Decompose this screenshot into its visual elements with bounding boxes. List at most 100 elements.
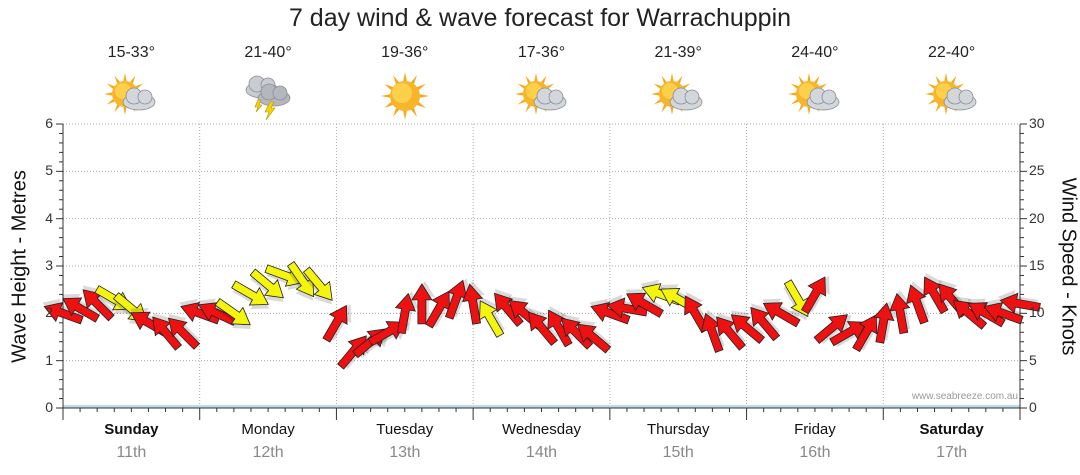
wind-arrow — [394, 291, 419, 335]
wind-arrow — [625, 289, 664, 318]
day-temperature: 21-40° — [244, 44, 292, 61]
wind-arrow-shape — [889, 292, 911, 335]
thunderstorm-icon — [245, 75, 291, 121]
wind-arrow-shape — [528, 311, 558, 346]
day-temperature: 15-33° — [107, 44, 155, 61]
wind-arrow — [167, 313, 201, 350]
wind-arrow — [444, 278, 471, 320]
day-temperature: 19-36° — [381, 44, 429, 61]
wind-arrow-shape — [394, 292, 416, 335]
day-name: Friday — [794, 421, 836, 438]
wind-arrow-shape — [576, 323, 612, 354]
y-tick-left: 1 — [45, 351, 53, 368]
y-tick-left: 2 — [45, 304, 53, 321]
wind-arrow-shape — [829, 321, 868, 347]
wind-arrow — [322, 304, 352, 343]
wind-arrow — [302, 266, 333, 305]
wind-arrow-shape — [493, 292, 524, 328]
y-tick-right: 5 — [1029, 351, 1037, 368]
y-tick-right: 30 — [1029, 115, 1045, 131]
wind-arrow-shape — [547, 309, 573, 348]
wind-arrow-shape — [302, 266, 333, 301]
wind-arrow-shape — [906, 284, 929, 325]
wind-arrow-shape — [800, 276, 827, 315]
wind-arrow-shape — [152, 316, 183, 351]
wind-arrow — [750, 303, 781, 342]
wind-arrow-shape — [561, 317, 594, 350]
wind-arrow-shape — [444, 279, 468, 320]
day-date: 17th — [936, 444, 968, 461]
wind-arrow-shape — [411, 283, 433, 325]
wind-arrow-shape — [852, 314, 878, 353]
wind-arrow-shape — [716, 316, 746, 351]
wind-arrow — [800, 275, 830, 315]
day-temperature: 24-40° — [791, 44, 839, 61]
wind-arrow-shape — [43, 302, 84, 325]
y-tick-left: 0 — [45, 399, 53, 415]
wind-arrow-shape — [590, 302, 631, 325]
day-temperature: 21-39° — [654, 44, 702, 61]
day-date: 13th — [389, 444, 421, 461]
wind-arrow-shape — [231, 280, 269, 306]
wind-arrow — [997, 289, 1041, 314]
day-date: 16th — [799, 444, 831, 461]
wind-arrow-shape — [730, 314, 766, 345]
wind-arrow — [479, 296, 505, 338]
day-date: 15th — [662, 444, 694, 461]
y-axis-right-title: Wind Speed - Knots — [1057, 177, 1080, 356]
wind-arrow — [61, 293, 100, 323]
wind-arrow-shape — [322, 304, 348, 343]
wave-height-area — [63, 405, 1020, 408]
y-tick-left: 5 — [45, 162, 53, 179]
wind-arrow — [249, 268, 284, 303]
wind-arrow-shape — [983, 302, 1024, 325]
y-tick-right: 10 — [1029, 304, 1045, 321]
partly-cloudy-icon — [104, 73, 156, 115]
wind-arrow — [231, 280, 270, 310]
wind-arrow — [424, 290, 454, 329]
wind-arrow — [852, 313, 881, 353]
wind-arrow-shape — [62, 297, 100, 323]
credit-text: www.seabreeze.com.au — [911, 391, 1018, 402]
wind-arrow — [813, 314, 852, 345]
day-temperature: 22-40° — [927, 44, 976, 61]
wind-arrow-shape — [249, 268, 284, 299]
y-axis-left-title: Wave Height - Metres — [8, 170, 31, 363]
y-tick-right: 15 — [1029, 257, 1045, 273]
day-temperature: 17-36° — [517, 44, 566, 61]
day-date: 11th — [116, 444, 147, 461]
day-name: Wednesday — [502, 421, 581, 438]
wind-arrow-shape — [923, 276, 949, 315]
wind-arrow — [730, 310, 766, 345]
wind-arrow-shape — [214, 298, 251, 326]
y-tick-right: 25 — [1029, 162, 1045, 179]
day-date: 12th — [252, 444, 284, 461]
day-name: Tuesday — [376, 421, 434, 438]
y-tick-left: 6 — [45, 115, 53, 131]
wind-arrow-shape — [813, 314, 848, 345]
y-tick-left: 3 — [45, 257, 53, 273]
y-tick-left: 4 — [45, 209, 53, 226]
wind-arrow-shape — [750, 306, 781, 342]
wind-arrow-shape — [873, 302, 895, 344]
wind-arrow — [829, 321, 871, 347]
wind-arrow — [82, 285, 115, 322]
y-tick-right: 20 — [1029, 209, 1045, 226]
partly-cloudy-icon — [651, 73, 703, 115]
wind-arrow — [286, 260, 315, 301]
wind-arrow-shape — [762, 302, 801, 328]
wind-arrow-shape — [626, 292, 664, 318]
wind-arrow-shape — [479, 300, 505, 338]
day-name: Sunday — [104, 421, 159, 438]
day-name: Monday — [241, 421, 295, 438]
wind-arrow-shape — [424, 290, 451, 329]
wind-arrow — [762, 298, 801, 328]
wind-arrow-shape — [286, 260, 315, 298]
day-name: Thursday — [646, 421, 710, 438]
sunny-icon — [380, 72, 429, 120]
chart-title: 7 day wind & wave forecast for Warrachup… — [288, 4, 792, 32]
wind-arrow — [982, 298, 1024, 325]
wind-arrow-shape — [999, 292, 1041, 314]
partly-cloudy-icon — [787, 73, 840, 115]
